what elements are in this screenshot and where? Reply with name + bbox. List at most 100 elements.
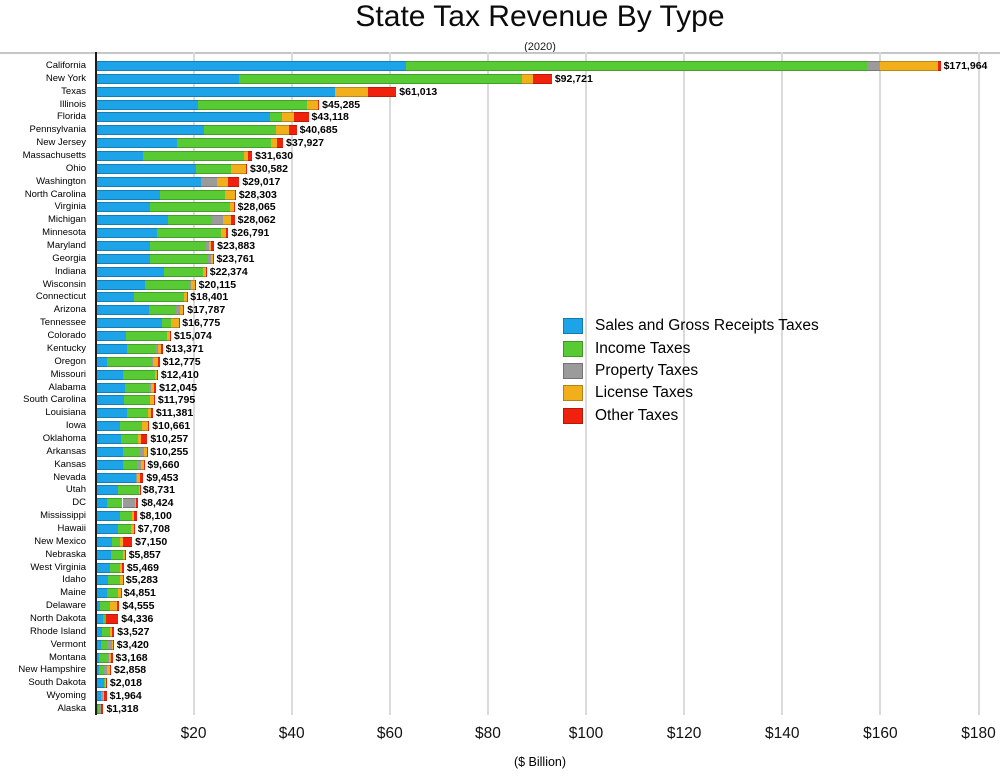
bar-segment-income [164, 266, 204, 277]
bar-segment-sales [97, 665, 100, 676]
bar-segment-sales [97, 176, 202, 187]
state-label: West Virginia [30, 561, 86, 573]
bar-segment-sales [97, 138, 177, 149]
value-label: $8,100 [139, 510, 172, 523]
bar-segment-license [137, 433, 142, 444]
bar-row: Maine $4,851 [0, 587, 1000, 599]
bar-segment-sales [97, 318, 163, 329]
value-label: $11,795 [157, 394, 196, 407]
bar-segment-license [112, 639, 114, 650]
bar-segment-license [155, 369, 158, 380]
bar-segment-sales [97, 331, 126, 342]
bar-segment-license [222, 215, 232, 226]
legend-swatch-icon [563, 385, 583, 402]
bar-segment-other [228, 176, 240, 187]
bar-segment-license [142, 421, 148, 432]
state-label: Texas [61, 85, 86, 97]
stacked-bar [97, 472, 144, 483]
stacked-bar [97, 639, 114, 650]
bar-segment-license [104, 678, 107, 689]
value-label: $10,257 [150, 432, 189, 445]
bar-segment-license [151, 382, 154, 393]
stacked-bar [97, 125, 297, 136]
bar-row: Wisconsin $20,115 [0, 279, 1000, 291]
state-label: Iowa [65, 420, 86, 432]
bar-row: Indiana $22,374 [0, 266, 1000, 278]
bar-row: Connecticut $18,401 [0, 291, 1000, 303]
bar-segment-sales [97, 588, 108, 599]
state-label: Oklahoma [42, 432, 86, 444]
stacked-bar [97, 189, 236, 200]
state-label: Massachusetts [22, 150, 86, 162]
bar-segment-sales [97, 125, 204, 136]
legend-item: Property Taxes [563, 360, 819, 382]
bar-segment-income [103, 678, 105, 689]
bar-segment-income [134, 292, 185, 303]
stacked-bar [97, 151, 253, 162]
bar-segment-property [149, 382, 152, 393]
bar-segment-sales [97, 112, 271, 123]
value-label: $28,303 [238, 188, 277, 201]
bar-segment-sales [97, 704, 99, 714]
value-label: $92,721 [554, 72, 593, 85]
bar-segment-license [131, 511, 135, 522]
bar-segment-property [175, 305, 181, 316]
bar-segment-sales [97, 163, 196, 174]
value-label: $31,630 [255, 150, 294, 163]
stacked-bar [97, 549, 126, 560]
bar-segment-income [101, 639, 108, 650]
bar-segment-property [201, 176, 218, 187]
bar-segment-other [141, 433, 148, 444]
value-label: $12,775 [162, 355, 201, 368]
stacked-bar [97, 318, 180, 329]
state-label: New York [45, 72, 86, 84]
state-label: Louisiana [45, 407, 86, 419]
bar-segment-sales [97, 369, 123, 380]
bar-segment-sales [97, 382, 126, 393]
bar-segment-license [203, 266, 207, 277]
bar-row: Tennessee $16,775 [0, 317, 1000, 329]
stacked-bar [97, 61, 941, 71]
state-label: Arizona [53, 304, 86, 316]
bar-segment-sales [97, 202, 151, 213]
stacked-bar [97, 446, 148, 457]
bar-segment-sales [97, 678, 104, 689]
bar-segment-property [107, 652, 109, 663]
legend-item: License Taxes [563, 382, 819, 404]
bar-row: New York $92,721 [0, 72, 1000, 85]
state-label: DC [72, 497, 86, 509]
bar-segment-sales [97, 292, 135, 303]
bar-segment-other [143, 459, 145, 470]
bar-segment-income [270, 112, 282, 123]
bar-segment-income [149, 305, 176, 316]
bar-segment-sales [97, 536, 113, 547]
bar-row: Maryland $23,883 [0, 240, 1000, 252]
bar-segment-license [230, 202, 234, 213]
bar-segment-income [127, 408, 148, 419]
bar-segment-sales [97, 691, 101, 702]
bar-segment-sales [97, 601, 100, 612]
legend-item: Other Taxes [563, 405, 819, 427]
bar-segment-license [109, 601, 118, 612]
value-label: $8,424 [141, 497, 174, 510]
bar-segment-sales [97, 228, 158, 239]
bar-segment-income [125, 382, 150, 393]
stacked-bar [97, 601, 120, 612]
bar-row: Idaho $5,283 [0, 574, 1000, 586]
bar-row: Nebraska $5,857 [0, 548, 1000, 561]
stacked-bar [97, 421, 150, 432]
legend-label: License Taxes [595, 384, 693, 402]
x-axis-label: ($ Billion) [513, 755, 567, 769]
bar-row: Michigan $28,062 [0, 214, 1000, 226]
bar-segment-license [158, 343, 161, 354]
gridline [290, 52, 293, 715]
bar-segment-other [134, 511, 137, 522]
bar-segment-sales [97, 215, 168, 226]
stacked-bar [97, 215, 235, 226]
value-label: $10,255 [150, 445, 189, 458]
value-label: $5,857 [128, 548, 161, 561]
stacked-bar [97, 575, 124, 586]
gridline [192, 52, 195, 715]
state-label: Minnesota [42, 227, 86, 239]
stacked-bar [97, 536, 133, 547]
